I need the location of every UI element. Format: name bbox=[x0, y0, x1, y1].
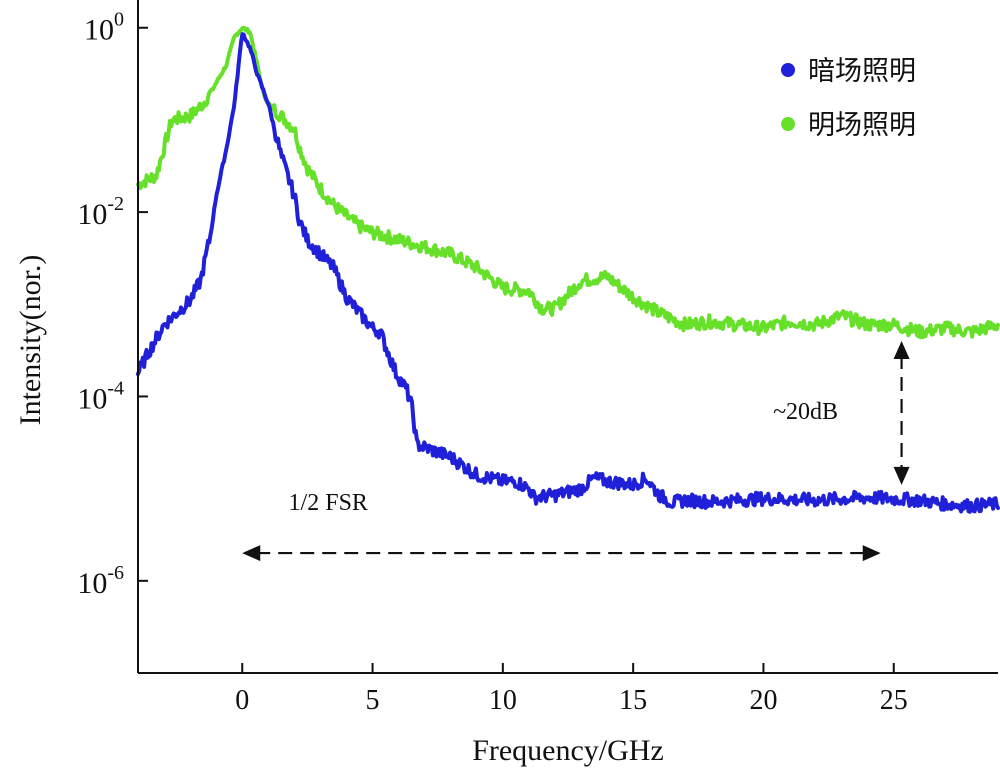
arrowhead-up bbox=[893, 340, 910, 359]
x-tick-label: 10 bbox=[489, 685, 517, 716]
x-axis-label: Frequency/GHz bbox=[472, 734, 664, 767]
series-line-0 bbox=[136, 32, 1000, 514]
x-tick-label: 25 bbox=[880, 685, 908, 716]
y-tick-label: 10-4 bbox=[77, 377, 124, 415]
y-tick-exponent: 0 bbox=[114, 9, 124, 31]
y-tick-base: 10 bbox=[84, 14, 114, 47]
arrowhead-right bbox=[862, 545, 881, 562]
db-annotation-label: ~20dB bbox=[773, 399, 838, 425]
legend-marker bbox=[781, 117, 795, 131]
y-axis-label: Intensity(nor.) bbox=[14, 255, 47, 426]
x-tick-label: 5 bbox=[366, 685, 380, 716]
legend-marker bbox=[781, 63, 795, 77]
arrowhead-left bbox=[242, 545, 261, 562]
y-tick-label: 100 bbox=[84, 9, 124, 47]
x-tick-label: 20 bbox=[749, 685, 777, 716]
arrowhead-down bbox=[893, 466, 910, 485]
y-tick-label: 10-2 bbox=[77, 193, 124, 231]
legend-label: 明场照明 bbox=[808, 110, 916, 140]
y-tick-exponent: -6 bbox=[107, 562, 124, 584]
y-tick-label: 10-6 bbox=[77, 562, 124, 600]
series-line-1 bbox=[136, 25, 1000, 340]
fsr-annotation-label: 1/2 FSR bbox=[289, 490, 368, 516]
x-tick-label: 0 bbox=[235, 685, 249, 716]
x-tick-label: 15 bbox=[619, 685, 647, 716]
y-tick-exponent: -4 bbox=[107, 377, 124, 399]
y-tick-base: 10 bbox=[77, 567, 107, 600]
y-tick-exponent: -2 bbox=[107, 193, 124, 215]
y-tick-base: 10 bbox=[77, 382, 107, 415]
annotations-layer: 1/2 FSR ~20dB bbox=[242, 340, 910, 562]
axes-layer bbox=[137, 0, 998, 674]
y-tick-base: 10 bbox=[77, 198, 107, 231]
plot-series-layer bbox=[136, 25, 1000, 514]
legend-label: 暗场照明 bbox=[808, 56, 916, 86]
